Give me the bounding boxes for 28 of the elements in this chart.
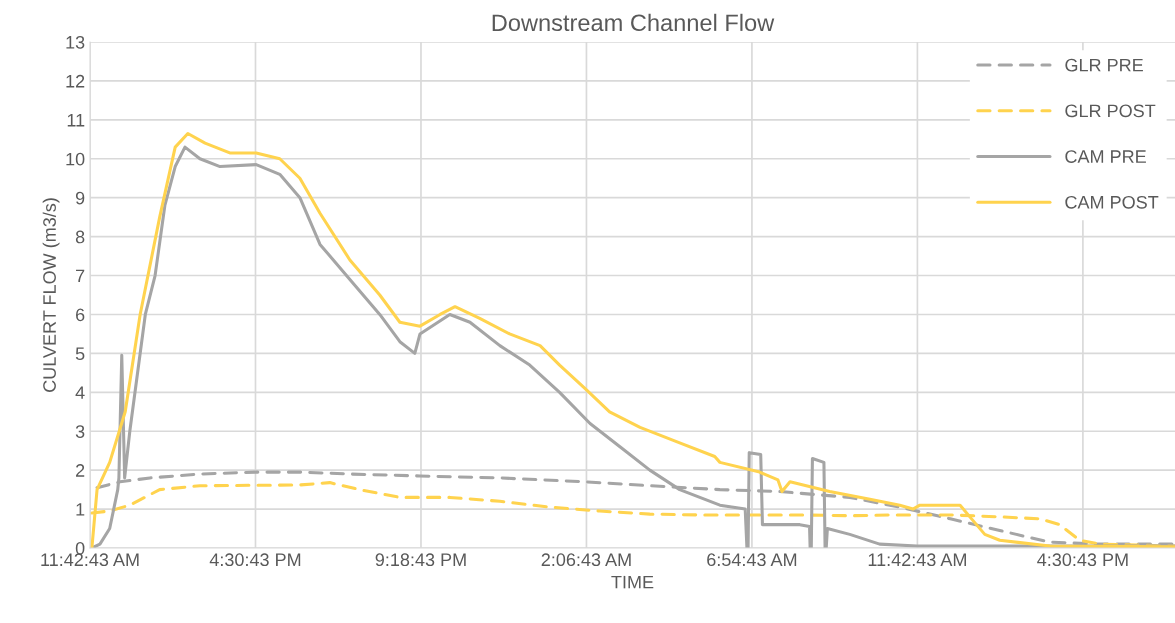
x-tick-label: 4:30:43 PM bbox=[209, 553, 301, 567]
y-tick-label: 10 bbox=[66, 152, 85, 166]
legend-label: CAM POST bbox=[1065, 195, 1159, 209]
x-tick-label: 9:18:43 PM bbox=[375, 553, 466, 567]
x-axis-title: TIME bbox=[611, 575, 654, 589]
y-axis-title: CULVERT FLOW (m3/s) bbox=[42, 198, 60, 392]
y-tick-label: 7 bbox=[76, 269, 85, 283]
x-tick-label: 4:30:43 PM bbox=[1037, 553, 1128, 567]
y-tick-label: 6 bbox=[76, 308, 85, 322]
legend-label: GLR PRE bbox=[1065, 58, 1143, 72]
x-tick-label: 11:42:43 AM bbox=[41, 553, 139, 567]
y-tick-label: 12 bbox=[66, 74, 85, 88]
x-tick-label: 2:06:43 AM bbox=[541, 553, 631, 567]
x-tick-label: 11:42:43 AM bbox=[868, 553, 966, 567]
chart-title: Downstream Channel Flow bbox=[492, 13, 775, 32]
y-tick-label: 0 bbox=[75, 541, 85, 555]
y-tick-label: 5 bbox=[75, 347, 85, 361]
y-tick-label: 13 bbox=[66, 35, 85, 49]
y-tick-label: 9 bbox=[75, 191, 85, 205]
x-tick-label: 6:54:43 AM bbox=[707, 553, 797, 567]
y-tick-label: 2 bbox=[76, 464, 85, 477]
y-tick-label: 1 bbox=[76, 503, 85, 516]
y-tick-label: 4 bbox=[75, 386, 85, 399]
legend-label: GLR POST bbox=[1065, 104, 1156, 118]
y-tick-label: 3 bbox=[75, 425, 85, 438]
legend-label: CAM PRE bbox=[1065, 150, 1146, 163]
y-tick-label: 8 bbox=[75, 230, 85, 244]
y-tick-label: 11 bbox=[67, 113, 85, 127]
